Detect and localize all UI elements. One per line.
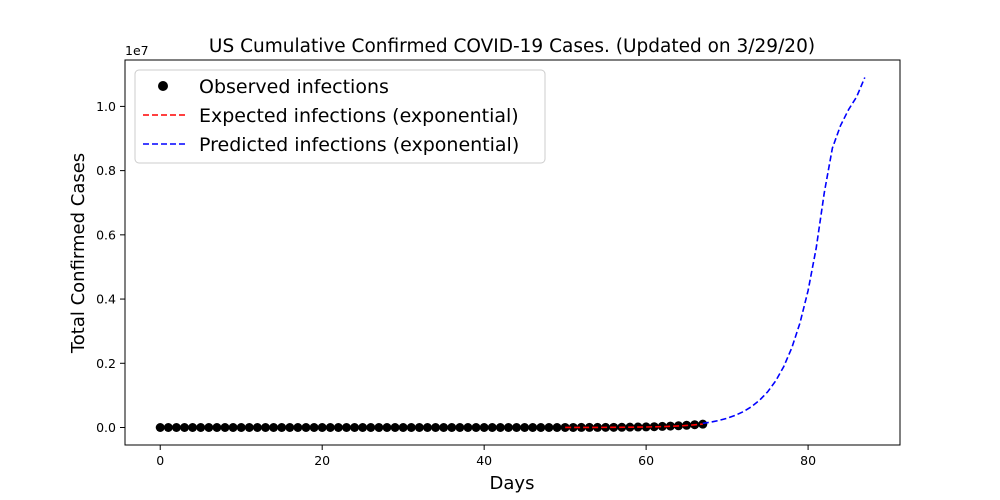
x-axis-ticks: 0 20 40 60 80 [156,445,816,468]
x-tick-label: 20 [314,453,330,468]
observed-point [641,422,651,432]
observed-point [204,423,214,432]
observed-point [657,421,667,431]
observed-point [649,422,659,432]
observed-point [455,423,465,432]
observed-point [188,423,198,432]
observed-point [552,423,562,432]
observed-point [390,423,400,432]
observed-point [261,423,271,432]
y-tick-label: 0.0 [96,420,116,435]
observed-point [358,423,368,432]
observed-point [414,423,424,432]
series-layer [155,77,866,432]
y-tick-label: 0.6 [96,227,116,242]
observed-point [220,423,230,432]
y-tick-label: 1.0 [96,99,116,114]
observed-point [212,423,222,432]
observed-point [576,422,586,432]
observed-point [163,423,173,432]
observed-point [503,423,513,432]
observed-point [512,423,522,432]
observed-point [366,423,376,432]
observed-point [269,423,279,432]
x-tick-label: 80 [800,453,816,468]
legend: Observed infections Expected infections … [134,69,546,164]
chart-title: US Cumulative Confirmed COVID-19 Cases. … [209,36,815,57]
observed-point [293,423,303,432]
y-axis-multiplier: 1e7 [125,43,149,58]
y-axis-label: Total Confirmed Cases [68,153,89,354]
x-tick-label: 0 [156,453,164,468]
observed-point [487,423,497,432]
observed-point [317,423,327,432]
observed-point [301,423,311,432]
observed-point [463,423,473,432]
observed-point [309,423,319,432]
legend-label-observed: Observed infections [199,76,389,98]
observed-point [382,423,392,432]
observed-point [431,423,441,432]
y-tick-label: 0.4 [96,292,116,307]
observed-point [285,423,295,432]
observed-point [228,423,238,432]
observed-point [171,423,181,432]
observed-point [180,423,190,432]
observed-point [544,423,554,432]
legend-label-expected: Expected infections (exponential) [199,105,519,127]
x-axis-label: Days [490,473,535,494]
observed-point [244,423,254,432]
observed-point [155,423,165,432]
observed-point [325,423,335,432]
x-tick-label: 40 [476,453,492,468]
observed-point [520,423,530,432]
observed-point [439,423,449,432]
predicted-infections-line [702,77,866,425]
observed-point [341,423,351,432]
observed-point [236,423,246,432]
observed-point [422,423,432,432]
observed-point [398,423,408,432]
legend-label-predicted: Predicted infections (exponential) [199,134,519,156]
observed-point [471,423,481,432]
observed-point [479,423,489,432]
observed-point [252,423,262,432]
observed-point [495,423,505,432]
y-tick-label: 0.2 [96,356,116,371]
observed-point [665,421,675,431]
observed-point [568,422,578,432]
observed-point [560,422,570,432]
observed-point [447,423,457,432]
observed-point [374,423,384,432]
observed-point [277,423,287,432]
y-axis-ticks: 0.0 0.2 0.4 0.6 0.8 1.0 [96,99,125,435]
y-tick-label: 0.8 [96,163,116,178]
observed-point [528,423,538,432]
plot-area-frame [124,59,901,446]
legend-marker-observed [158,81,168,91]
observed-point [536,423,546,432]
x-tick-label: 60 [638,453,654,468]
observed-point [333,423,343,432]
observed-point [196,423,206,432]
observed-point [584,422,594,432]
observed-point [350,423,360,432]
legend-box [134,69,546,164]
expected-infections-line [565,423,703,429]
observed-point [406,423,416,432]
